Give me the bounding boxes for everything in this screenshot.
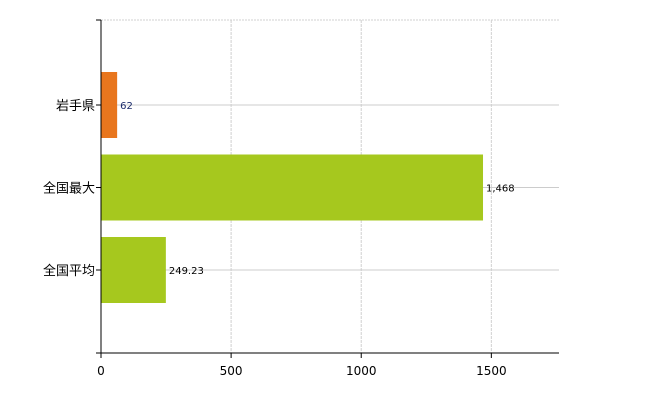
data-label: 249.23 [169, 266, 204, 277]
category-label: 全国最大 [43, 181, 95, 197]
data-label: 1,468 [486, 184, 515, 195]
x-tick-label: 1000 [346, 364, 377, 378]
data-label: 62 [120, 101, 133, 112]
x-tick-label: 1500 [476, 364, 507, 378]
x-tick-label: 0 [97, 364, 105, 378]
bar-3 [101, 237, 166, 303]
bar-1 [101, 72, 118, 138]
bar-2 [101, 154, 484, 221]
category-label: 岩手県 [56, 99, 95, 114]
category-label: 全国平均 [43, 263, 95, 279]
x-tick-label: 500 [220, 364, 243, 378]
